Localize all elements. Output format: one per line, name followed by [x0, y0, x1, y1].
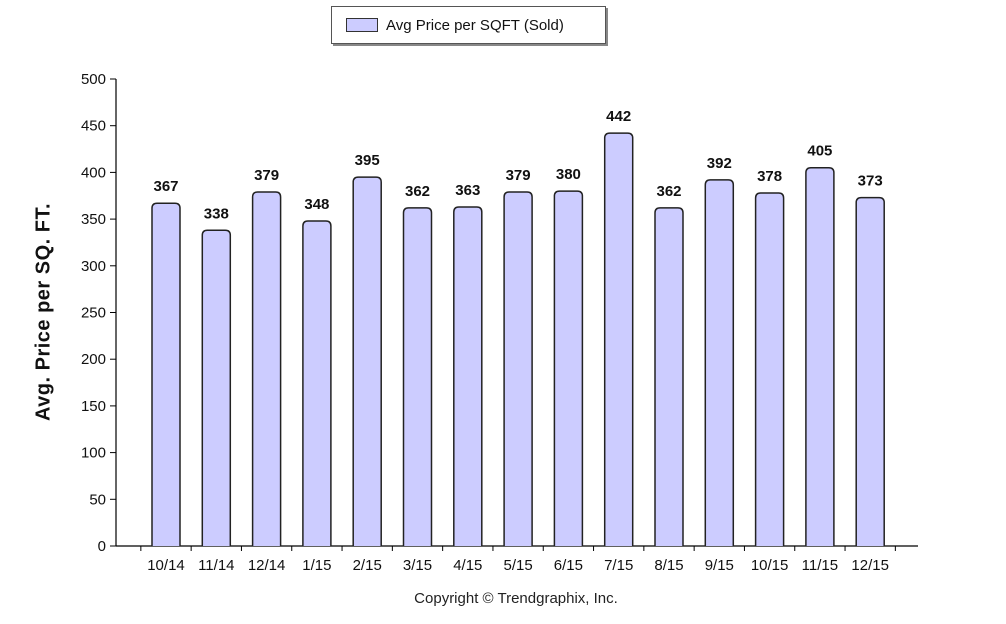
x-tick-label: 10/14	[147, 557, 185, 574]
x-tick-label: 1/15	[302, 557, 331, 574]
x-tick-label: 8/15	[654, 557, 683, 574]
data-label: 348	[304, 196, 329, 213]
bar	[503, 191, 533, 546]
x-tick-label: 11/14	[198, 557, 234, 574]
legend-label: Avg Price per SQFT (Sold)	[386, 16, 564, 34]
bar	[553, 190, 584, 546]
bar	[453, 206, 483, 546]
x-tick-label: 12/14	[248, 557, 286, 574]
x-tick-label: 4/15	[453, 557, 482, 574]
copyright-text: Copyright © Trendgraphix, Inc.	[414, 590, 618, 607]
data-label: 367	[153, 178, 178, 195]
x-tick-label: 10/15	[751, 557, 789, 574]
y-tick-label: 0	[98, 538, 106, 555]
x-tick-label: 12/15	[851, 557, 889, 574]
x-tick-label: 7/15	[604, 557, 633, 574]
bar	[704, 179, 735, 546]
y-tick-label: 250	[81, 305, 106, 322]
data-label: 395	[355, 152, 380, 169]
data-label: 362	[656, 183, 681, 200]
x-tick-label: 5/15	[503, 557, 532, 574]
x-tick-label: 11/15	[802, 557, 838, 574]
data-label: 373	[858, 173, 883, 190]
bar	[251, 191, 282, 546]
y-tick-label: 150	[81, 398, 106, 415]
y-tick-label: 400	[81, 164, 106, 181]
data-label: 379	[254, 167, 279, 184]
y-tick-label: 450	[81, 118, 106, 135]
data-label: 392	[707, 155, 732, 172]
data-label: 379	[506, 167, 531, 184]
data-label: 378	[757, 168, 782, 185]
data-label: 362	[405, 183, 430, 200]
x-tick-label: 2/15	[353, 557, 382, 574]
y-tick-label: 300	[81, 258, 106, 275]
y-tick-label: 500	[81, 71, 106, 88]
data-label: 338	[204, 205, 229, 222]
y-tick-label: 350	[81, 211, 106, 228]
y-tick-label: 50	[89, 491, 106, 508]
bar	[654, 207, 684, 546]
x-tick-label: 3/15	[403, 557, 432, 574]
bar	[754, 192, 785, 546]
data-label: 442	[606, 108, 631, 125]
y-tick-label: 100	[81, 445, 106, 462]
bar	[302, 220, 332, 546]
y-tick-label: 200	[81, 351, 106, 368]
data-label: 405	[807, 143, 832, 160]
bar	[201, 229, 232, 546]
bar	[855, 196, 885, 546]
x-tick-label: 9/15	[705, 557, 734, 574]
legend: Avg Price per SQFT (Sold)	[331, 6, 606, 44]
bar	[603, 132, 634, 546]
bar	[151, 202, 181, 546]
data-label: 363	[455, 182, 480, 199]
bar	[352, 176, 382, 546]
bar	[805, 166, 835, 546]
legend-swatch	[346, 18, 378, 32]
data-label: 380	[556, 166, 581, 183]
x-tick-label: 6/15	[554, 557, 583, 574]
bar	[402, 207, 433, 546]
